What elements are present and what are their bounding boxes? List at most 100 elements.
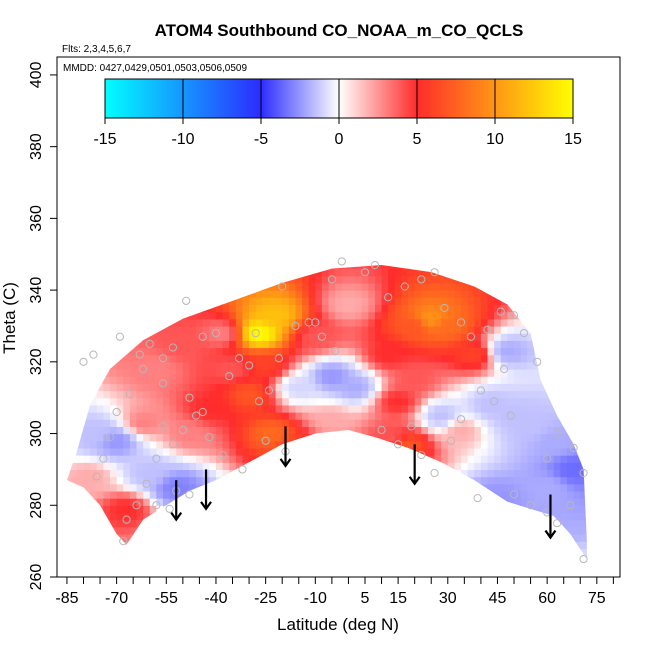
heat-cell (202, 455, 210, 463)
heat-cell (83, 498, 91, 506)
heat-cell (295, 347, 303, 356)
heat-cell (454, 325, 462, 334)
heat-cell (388, 563, 395, 571)
heat-cell (461, 541, 469, 549)
heat-cell (586, 447, 587, 456)
heat-cell (90, 369, 98, 377)
heat-cell (341, 333, 350, 341)
heat-cell (374, 361, 383, 370)
heat-cell (607, 261, 614, 269)
x-axis: -85 -70 -55 -40 -25 -10 5 15 30 45 60 75 (55, 577, 614, 607)
heat-cell (447, 275, 456, 284)
heat-cell (282, 555, 290, 560)
heat-cell (520, 311, 528, 320)
heat-cell (447, 318, 456, 327)
heat-cell (288, 440, 297, 449)
heat-cell (116, 318, 124, 327)
heat-cell (421, 383, 429, 392)
heat-cell (567, 347, 575, 356)
heat-cell (182, 290, 191, 298)
heat-cell (514, 498, 522, 506)
heat-cell (288, 512, 297, 521)
heat-cell (209, 512, 217, 521)
heat-cell (494, 297, 502, 306)
heat-cell (368, 548, 376, 557)
heat-cell (209, 333, 217, 341)
heat-cell (355, 347, 363, 356)
heat-cell (262, 275, 270, 284)
heat-cell (116, 483, 124, 492)
heat-cell (169, 361, 177, 370)
sample-point (291, 321, 300, 331)
heat-cell (96, 533, 104, 542)
heat-cell (480, 412, 489, 420)
heat-cell (249, 304, 257, 313)
heat-cell (235, 369, 244, 377)
heat-cell (607, 484, 614, 492)
heat-cell (467, 325, 475, 334)
heat-cell (388, 498, 396, 506)
heat-cell (103, 404, 111, 413)
heat-cell (268, 297, 277, 306)
heat-cell (83, 340, 91, 349)
heat-cell (355, 512, 363, 521)
heat-cell (600, 498, 607, 506)
heat-cell (255, 433, 263, 442)
heat-cell (573, 519, 581, 528)
heat-cell (202, 268, 210, 277)
heat-cell (189, 455, 197, 463)
heat-cell (560, 390, 568, 399)
heat-cell (474, 440, 482, 449)
heat-cell (401, 462, 409, 471)
heat-cell (567, 268, 575, 277)
heat-cell (547, 340, 555, 349)
heat-cell (461, 404, 469, 413)
heat-cell (143, 412, 151, 420)
heat-cell (461, 361, 469, 370)
heat-cell (176, 333, 184, 341)
heat-cell (288, 469, 297, 478)
heat-cell (567, 354, 575, 363)
heat-cell (222, 512, 230, 521)
heat-cell (149, 297, 157, 306)
heat-cell (374, 533, 383, 542)
heat-cell (335, 390, 343, 399)
heat-cell (586, 383, 587, 392)
heat-cell (282, 354, 290, 363)
heat-cell (57, 254, 64, 262)
heat-cell (66, 426, 71, 435)
heat-cell (242, 440, 250, 449)
heat-cell (156, 563, 163, 571)
heat-cell (594, 555, 601, 563)
heat-cell (600, 297, 607, 305)
heat-cell (494, 265, 502, 270)
heat-cell (262, 548, 270, 557)
heat-cell (149, 419, 157, 427)
heat-cell (90, 533, 98, 542)
heat-cell (288, 265, 297, 270)
heat-cell (361, 282, 369, 291)
heat-cell (143, 455, 151, 463)
heat-cell (427, 404, 436, 413)
heat-cell (374, 455, 383, 463)
heat-cell (607, 434, 614, 442)
heat-cell (374, 519, 383, 528)
heat-cell (480, 347, 489, 356)
heat-cell (276, 254, 283, 262)
heat-cell (255, 404, 263, 413)
heat-cell (129, 433, 138, 442)
heat-cell (295, 548, 303, 557)
heat-cell (573, 412, 581, 420)
heat-cell (361, 548, 369, 557)
heat-cell (321, 469, 330, 478)
heat-cell (149, 548, 157, 557)
heat-cell (573, 290, 581, 298)
heat-cell (262, 462, 270, 471)
heat-cell (57, 434, 64, 442)
heat-cell (520, 433, 528, 442)
heat-cell (421, 563, 428, 571)
heat-cell (136, 383, 144, 392)
heat-cell (527, 333, 535, 341)
heat-cell (560, 519, 568, 528)
heat-cell (607, 512, 614, 520)
